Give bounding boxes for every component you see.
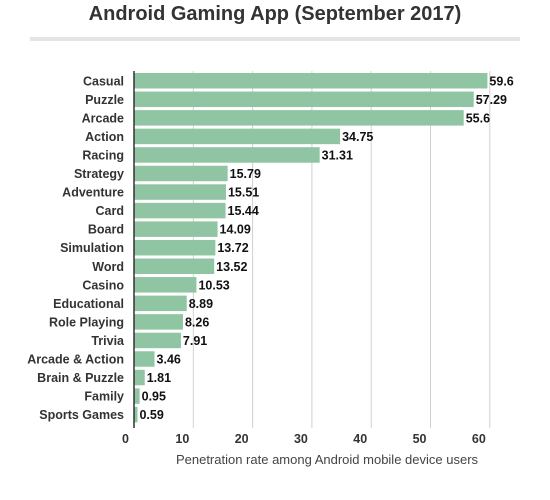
category-label: Simulation [60,241,124,255]
category-label: Arcade [82,111,124,125]
value-label: 14.09 [220,223,251,237]
bar [134,184,226,200]
category-label: Role Playing [49,315,124,329]
value-label: 0.95 [142,390,166,404]
category-label: Action [85,130,124,144]
chart-title: Android Gaming App (September 2017) [88,3,462,25]
category-label: Adventure [62,186,124,200]
category-label: Word [92,260,124,274]
value-label: 34.75 [342,130,373,144]
x-tick-label: 40 [353,432,367,446]
value-label: 31.31 [322,148,353,162]
category-label: Racing [82,148,124,162]
value-label: 57.29 [476,93,507,107]
x-tick-label: 50 [413,432,427,446]
category-label: Arcade & Action [27,353,124,367]
value-label: 8.89 [189,297,213,311]
value-label: 15.44 [228,204,259,218]
bar [134,165,228,182]
x-tick-label: 0 [122,432,129,446]
bar [134,406,138,423]
value-label: 10.53 [198,278,229,292]
bar [134,110,464,126]
category-label: Puzzle [85,93,124,107]
value-label: 7.91 [183,334,207,348]
bar [134,221,218,237]
category-label: Educational [53,297,124,311]
bar [134,369,145,386]
category-label: Card [96,204,124,218]
value-label: 8.26 [185,315,209,329]
bar [134,128,341,145]
category-label: Casino [82,278,124,292]
value-label: 1.81 [147,371,171,385]
category-label: Brain & Puzzle [37,371,124,385]
category-label: Trivia [91,334,125,348]
bar [134,314,183,330]
x-axis-label: Penetration rate among Android mobile de… [176,452,479,467]
bar [134,332,181,349]
value-label: 0.59 [139,408,163,422]
bar [134,351,155,367]
value-label: 13.52 [216,260,247,274]
bar [134,239,216,256]
x-tick-label: 30 [294,432,308,446]
category-label: Strategy [74,167,124,181]
bar [134,202,226,219]
bar [134,258,215,274]
bar [134,147,320,163]
value-label: 13.72 [217,241,248,255]
category-label: Casual [83,74,124,88]
category-label: Board [88,223,124,237]
value-label: 15.51 [228,186,259,200]
bar [134,73,488,89]
category-label: Sports Games [39,408,124,422]
value-label: 59.6 [489,74,513,88]
bar [134,277,197,293]
x-tick-label: 10 [175,432,189,446]
bar [134,91,474,108]
x-tick-label: 60 [472,432,486,446]
category-label: Family [84,390,124,404]
bar [134,295,187,312]
value-label: 3.46 [157,353,181,367]
value-label: 55.6 [466,111,490,125]
title-divider [30,37,520,41]
bar [134,388,140,404]
value-label: 15.79 [230,167,261,181]
x-tick-label: 20 [235,432,249,446]
